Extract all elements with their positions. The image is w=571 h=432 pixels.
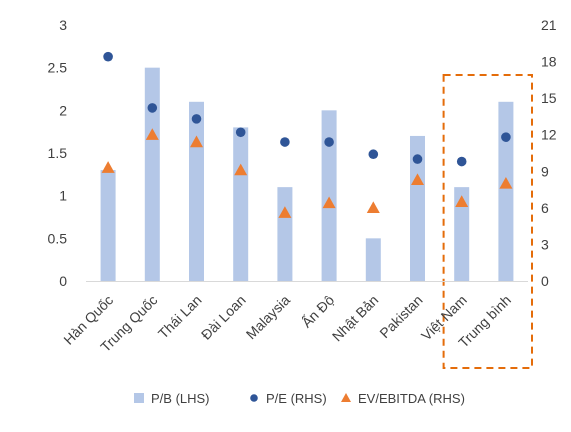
marker-pe <box>147 103 158 113</box>
y-left-tick-label: 2 <box>59 102 67 118</box>
category-label: Ấn Độ <box>298 292 337 331</box>
y-right-tick-label: 18 <box>541 54 557 70</box>
bar-pb <box>498 101 514 281</box>
y-right-tick-label: 3 <box>541 236 549 252</box>
highlight-box <box>442 74 534 369</box>
marker-ev-ebitda <box>455 195 469 207</box>
y-left-tick-label: 1.5 <box>48 145 68 161</box>
y-right-tick-label: 15 <box>541 90 557 106</box>
category-label: Đài Loan <box>198 292 249 343</box>
y-right-tick-label: 12 <box>541 127 557 143</box>
y-right-tick-label: 9 <box>541 163 549 179</box>
category-label: Thái Lan <box>155 292 205 342</box>
marker-pe <box>368 149 379 160</box>
bar-pb <box>144 67 160 282</box>
marker-pe <box>103 51 113 62</box>
legend-label: P/B (LHS) <box>151 391 210 406</box>
bar-pb <box>100 170 116 281</box>
bar-pb <box>321 110 337 281</box>
marker-ev-ebitda <box>366 201 380 214</box>
y-left-tick-label: 1 <box>59 188 67 204</box>
bar-pb <box>454 187 470 281</box>
y-left-tick-label: 2.5 <box>48 60 68 76</box>
marker-ev-ebitda <box>411 173 424 186</box>
marker-pe <box>324 137 334 147</box>
markers-layer <box>101 51 513 218</box>
marker-pe <box>501 132 511 142</box>
marker-ev-ebitda <box>278 206 292 218</box>
marker-pe <box>456 156 467 167</box>
bar-pb <box>410 135 425 281</box>
marker-ev-ebitda <box>190 135 203 148</box>
y-left-tick-label: 3 <box>59 17 67 33</box>
y-right-tick-label: 6 <box>541 200 549 216</box>
marker-ev-ebitda <box>234 163 248 176</box>
category-label: Malaysia <box>243 292 294 343</box>
legend: P/B (LHS) P/E (RHS) EV/EBITDA (RHS) <box>134 391 465 406</box>
legend-label: EV/EBITDA (RHS) <box>358 391 465 406</box>
marker-pe <box>191 114 202 124</box>
marker-ev-ebitda <box>101 161 115 173</box>
legend-swatch-pb <box>134 393 144 403</box>
y-left-tick-label: 0 <box>59 273 67 289</box>
bar-pb <box>233 127 249 282</box>
y-right-tick-label: 0 <box>541 273 549 289</box>
category-label: Nhật Bản <box>329 292 382 345</box>
y-right-tick-label: 21 <box>541 17 557 33</box>
legend-swatch-pe <box>250 394 258 402</box>
bars-layer <box>100 67 514 282</box>
marker-ev-ebitda <box>145 128 159 140</box>
y-left-tick-label: 0.5 <box>48 230 68 246</box>
bar-pb <box>277 187 293 281</box>
legend-swatch-ev-ebitda <box>341 393 351 402</box>
bar-pb <box>189 101 204 281</box>
highlight-layer <box>442 74 534 369</box>
marker-ev-ebitda <box>499 176 513 189</box>
marker-pe <box>412 154 423 164</box>
marker-pe <box>280 137 290 147</box>
marker-ev-ebitda <box>322 196 336 209</box>
legend-label: P/E (RHS) <box>266 391 327 406</box>
ticks-layer: 0 0.5 1 1.5 2 2.5 3 0 3 6 9 12 15 18 21 <box>48 17 557 289</box>
bar-pb <box>365 238 381 281</box>
marker-pe <box>235 127 246 138</box>
